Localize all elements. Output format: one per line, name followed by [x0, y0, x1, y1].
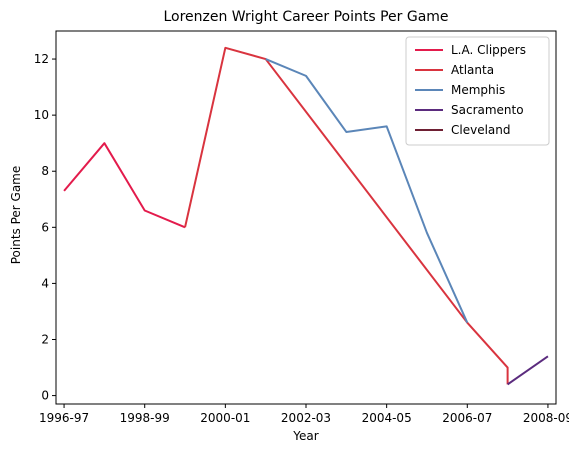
- chart-title: Lorenzen Wright Career Points Per Game: [163, 9, 448, 25]
- legend-label-atlanta: Atlanta: [451, 63, 494, 77]
- y-tick-label: 8: [41, 164, 49, 178]
- y-axis-ticks: 0 2 4 6 8 10 12: [34, 52, 56, 403]
- x-tick-label: 2008-09: [523, 411, 569, 425]
- y-tick-label: 6: [41, 220, 49, 234]
- x-tick-label: 1996-97: [39, 411, 89, 425]
- x-tick-label: 2000-01: [200, 411, 250, 425]
- y-tick-label: 0: [41, 389, 49, 403]
- y-tick-label: 2: [41, 332, 49, 346]
- y-axis-label: Points Per Game: [9, 166, 23, 265]
- legend-label-sacramento: Sacramento: [451, 103, 524, 117]
- legend: L.A. Clippers Atlanta Memphis Sacramento Cle…: [405, 36, 550, 146]
- legend-label-memphis: Memphis: [451, 83, 505, 97]
- series-line-memphis: [265, 58, 469, 324]
- x-tick-label: 1998-99: [120, 411, 170, 425]
- legend-box: [405, 36, 550, 146]
- x-tick-label: 2006-07: [442, 411, 492, 425]
- plot-area: [63, 46, 549, 386]
- x-axis-label: Year: [292, 429, 318, 443]
- series-line-atlanta: [184, 46, 509, 385]
- legend-label-cleveland: Cleveland: [451, 123, 511, 137]
- x-axis-ticks: 1996-97 1998-99 2000-01 2002-03 2004-05 2006-…: [39, 404, 569, 425]
- y-tick-label: 12: [34, 52, 49, 66]
- series-line-sacramento: [507, 355, 549, 386]
- x-tick-label: 2004-05: [362, 411, 412, 425]
- x-tick-label: 2002-03: [281, 411, 331, 425]
- series-line-l-a-clippers: [63, 142, 186, 229]
- legend-label-l-a-clippers: L.A. Clippers: [451, 43, 526, 57]
- y-tick-label: 4: [41, 276, 49, 290]
- y-tick-label: 10: [34, 108, 49, 122]
